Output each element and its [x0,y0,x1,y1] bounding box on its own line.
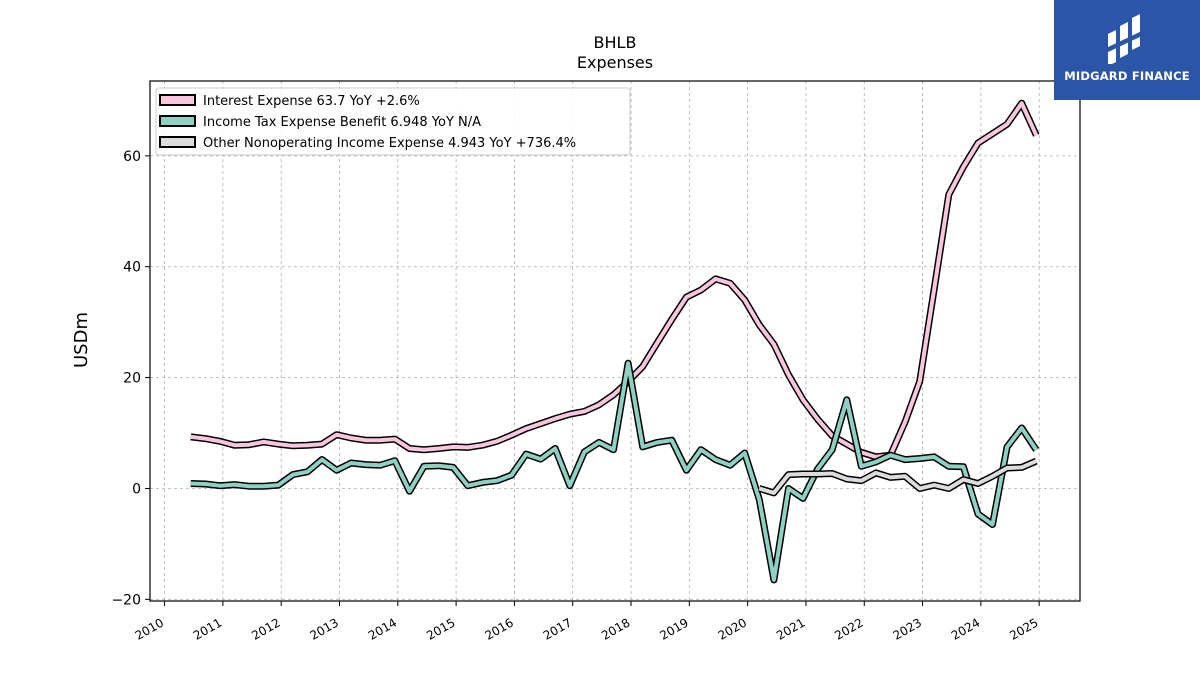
legend-box [155,87,631,156]
y-tick-label: −20 [111,592,141,608]
series-outline [190,99,1040,461]
series-stroke [190,361,1038,582]
plot-area [190,99,1040,584]
x-tick-label: 2017 [541,615,574,642]
y-axis-label: USDm [71,312,92,368]
chart-subtitle: Expenses [577,53,653,72]
legend: Interest Expense 63.7 YoY +2.6% Income Ta… [155,87,631,156]
x-tick-label: 2019 [657,615,690,642]
series-line-2 [190,359,1040,584]
series-stroke [190,101,1039,459]
axes-frame [149,80,1081,602]
x-tick-label: 2014 [366,615,399,642]
x-tick-label: 2021 [774,615,807,642]
x-tick-label: 2015 [424,615,457,642]
gridlines [150,81,1080,601]
y-tick-label: 0 [132,481,141,497]
x-tick-label: 2023 [891,615,924,642]
x-tick-label: 2010 [133,615,166,642]
midgard-finance-logo: MIDGARD FINANCE [1054,0,1200,100]
x-tick-label: 2022 [832,615,865,642]
chart-title: BHLB [594,33,637,52]
series-line-1 [190,99,1040,461]
y-tick-label: 60 [123,149,141,165]
legend-swatch [159,136,196,148]
brand-mark-icon [1106,14,1144,64]
legend-swatch [159,115,196,127]
y-tick-label: 20 [123,371,141,387]
legend-label: Other Nonoperating Income Expense 4.943 … [203,136,576,151]
x-tick-label: 2013 [308,615,341,642]
legend-label: Interest Expense 63.7 YoY +2.6% [203,94,420,109]
x-tick-label: 2024 [949,615,982,642]
brand-name: MIDGARD FINANCE [1064,69,1190,83]
axis-ticks: 2010 2011 2012 2013 2014 2015 2016 2017 2018 2019… [111,149,1040,643]
series-stroke [758,459,1038,495]
x-tick-label: 2016 [482,615,515,642]
x-tick-label: 2025 [1007,615,1040,642]
x-tick-label: 2018 [599,615,632,642]
y-tick-label: 40 [123,260,141,276]
legend-swatch [159,94,196,106]
legend-label: Income Tax Expense Benefit 6.948 YoY N/A [203,115,481,130]
x-tick-label: 2011 [191,615,224,642]
series-line-3 [758,457,1038,497]
x-tick-label: 2012 [249,615,282,642]
x-tick-label: 2020 [716,615,749,642]
